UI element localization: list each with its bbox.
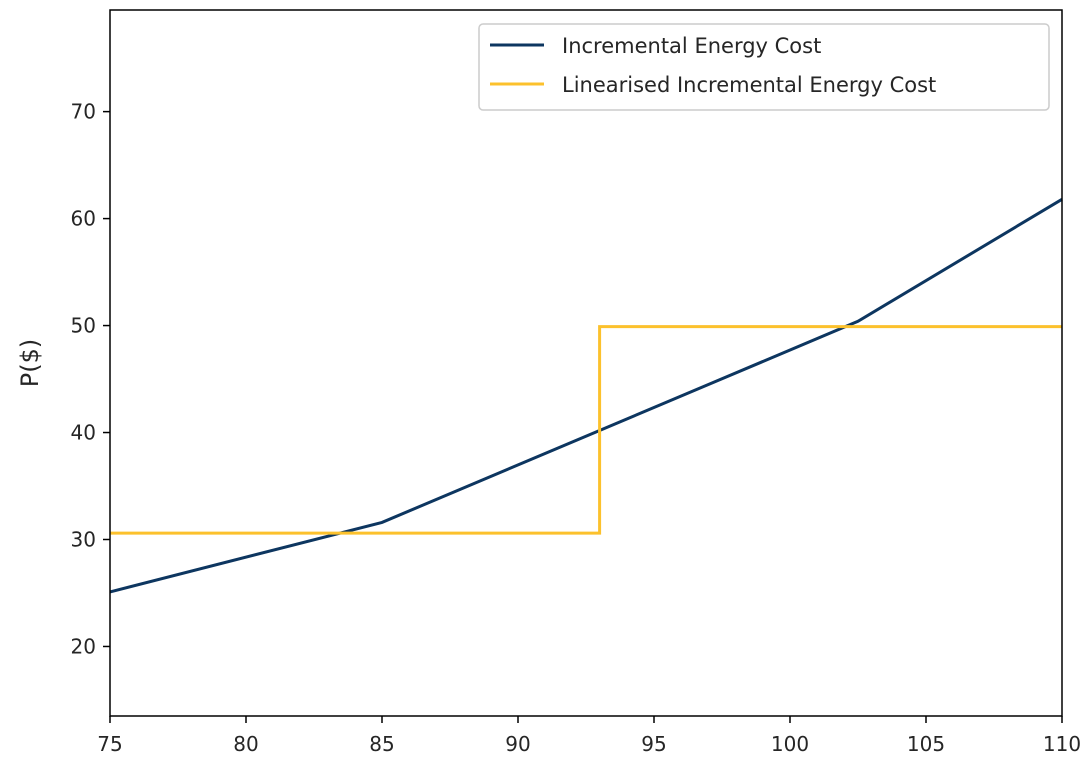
- legend-label: Incremental Energy Cost: [562, 34, 821, 58]
- axes-frame: [110, 10, 1062, 716]
- y-tick-label: 50: [71, 314, 96, 338]
- x-axis: 75 80 85 90 95 100 105 110: [97, 716, 1081, 756]
- x-tick-label: 110: [1043, 732, 1081, 756]
- y-tick-label: 40: [71, 421, 96, 445]
- y-axis-label: P($): [16, 339, 44, 387]
- plot-lines: [110, 199, 1062, 592]
- x-tick-label: 95: [641, 732, 666, 756]
- y-tick-label: 60: [71, 207, 96, 231]
- x-tick-label: 90: [505, 732, 530, 756]
- x-tick-label: 80: [233, 732, 258, 756]
- y-tick-label: 70: [71, 100, 96, 124]
- y-tick-label: 20: [71, 634, 96, 658]
- legend: Incremental Energy Cost Linearised Increm…: [479, 24, 1049, 110]
- x-tick-label: 100: [771, 732, 809, 756]
- legend-label: Linearised Incremental Energy Cost: [562, 73, 936, 97]
- x-tick-label: 75: [97, 732, 122, 756]
- series-line-2: [110, 327, 1062, 533]
- y-tick-label: 30: [71, 528, 96, 552]
- x-tick-label: 105: [907, 732, 945, 756]
- y-axis: 20 30 40 50 60 70: [71, 100, 110, 659]
- x-tick-label: 85: [369, 732, 394, 756]
